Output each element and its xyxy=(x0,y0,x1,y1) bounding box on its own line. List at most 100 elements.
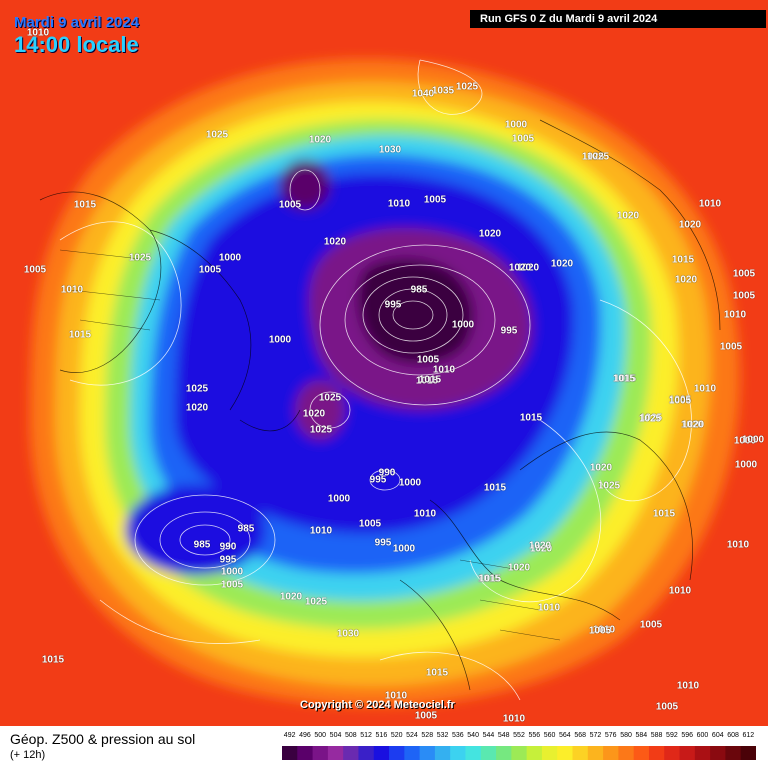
pressure-label: 1005 xyxy=(588,625,612,637)
colorbar-swatch xyxy=(404,746,421,760)
pressure-label: 1010 xyxy=(592,624,616,636)
colorbar xyxy=(282,746,756,760)
pressure-label: 1020 xyxy=(616,210,640,222)
colorbar-swatch xyxy=(694,746,711,760)
pressure-label: 1015 xyxy=(425,667,449,679)
borders xyxy=(59,249,561,641)
pressure-label: 1020 xyxy=(302,408,326,420)
pressure-label: 1005 xyxy=(358,518,382,530)
pressure-label: 1020 xyxy=(508,262,532,274)
colorbar-tick-label: 576 xyxy=(604,732,617,739)
colorbar-swatch xyxy=(312,746,329,760)
pressure-label: 1005 xyxy=(423,194,447,206)
pressure-label: 1010 xyxy=(726,539,750,551)
pressure-label: 1020 xyxy=(528,540,552,552)
pressure-label: 1015 xyxy=(41,654,65,666)
colorbar-swatch xyxy=(541,746,558,760)
colorbar-swatch xyxy=(633,746,650,760)
pressure-label: 990 xyxy=(378,467,396,479)
pressure-label: 1020 xyxy=(681,419,705,431)
colorbar-swatch xyxy=(373,746,390,760)
pressure-label: 1025 xyxy=(304,596,328,608)
colorbar-tick-label: 520 xyxy=(390,732,403,739)
colorbar-swatch xyxy=(526,746,543,760)
pressure-label: 1020 xyxy=(185,402,209,414)
pressure-label: 985 xyxy=(237,523,255,535)
colorbar-tick-label: 508 xyxy=(344,732,357,739)
pressure-label: 1015 xyxy=(73,199,97,211)
pressure-label: 1035 xyxy=(431,85,455,97)
colorbar-tick-label: 540 xyxy=(467,732,479,739)
colorbar-swatch xyxy=(664,746,681,760)
pressure-label: 1005 xyxy=(732,290,756,302)
legend-subtitle: (+ 12h) xyxy=(10,749,46,761)
pressure-label: 1020 xyxy=(674,274,698,286)
forecast-date: Mardi 9 avril 2024 xyxy=(14,14,140,31)
colorbar-swatch xyxy=(557,746,574,760)
colorbar-tick-label: 612 xyxy=(742,732,755,739)
pressure-label: 1010 xyxy=(676,680,700,692)
pressure-label: 1000 xyxy=(741,434,765,446)
pressure-label: 1020 xyxy=(516,262,540,274)
colorbar-swatch xyxy=(618,746,635,760)
pressure-label: 1025 xyxy=(639,412,663,424)
pressure-label: 1010 xyxy=(413,508,437,520)
colorbar-swatch xyxy=(358,746,375,760)
pressure-label: 1025 xyxy=(309,424,333,436)
height-contours xyxy=(30,58,740,706)
pressure-label: 1010 xyxy=(26,27,50,39)
colorbar-tick-label: 584 xyxy=(635,732,648,739)
pressure-label: 1020 xyxy=(507,562,531,574)
pressure-label: 1020 xyxy=(323,236,347,248)
pressure-label: 1020 xyxy=(308,134,332,146)
colorbar-tick-label: 564 xyxy=(559,732,571,739)
pressure-label: 1010 xyxy=(668,585,692,597)
pressure-label: 1010 xyxy=(387,198,411,210)
pressure-label: 1000 xyxy=(451,319,475,331)
legend-title: Géop. Z500 & pression au sol xyxy=(10,731,196,747)
pressure-label: 1000 xyxy=(733,435,757,447)
geopotential-field xyxy=(0,0,768,726)
forecast-local-time: 14:00 locale xyxy=(14,32,139,57)
colorbar-swatch xyxy=(572,746,589,760)
colorbar-swatch xyxy=(465,746,482,760)
pressure-label: 995 xyxy=(384,299,402,311)
pressure-label: 1015 xyxy=(418,374,442,386)
pressure-label: 1030 xyxy=(336,628,360,640)
pressure-label: 1015 xyxy=(483,482,507,494)
colorbar-tick-label: 592 xyxy=(666,732,678,739)
pressure-label: 1010 xyxy=(723,309,747,321)
pressure-label: 1005 xyxy=(668,394,692,406)
colorbar-tick-label: 572 xyxy=(589,732,602,739)
pressure-label: 1010 xyxy=(60,284,84,296)
colorbar-tick-label: 604 xyxy=(711,732,724,739)
colorbar-tick-label: 524 xyxy=(406,732,418,739)
pressure-label: 1025 xyxy=(455,81,479,93)
pressure-label: 995 xyxy=(219,554,237,566)
pressure-label: 1005 xyxy=(198,264,222,276)
pressure-label: 1005 xyxy=(639,619,663,631)
colorbar-tick-label: 528 xyxy=(421,732,434,739)
colorbar-swatch xyxy=(297,746,314,760)
colorbar-swatch xyxy=(679,746,696,760)
pressure-label: 1015 xyxy=(671,254,695,266)
pressure-label: 1015 xyxy=(415,375,439,387)
pressure-label: 1000 xyxy=(504,119,528,131)
pressure-label: 1025 xyxy=(128,252,152,264)
pressure-label: 1005 xyxy=(511,133,535,145)
colorbar-tick-label: 492 xyxy=(283,732,296,739)
pressure-label: 1000 xyxy=(218,252,242,264)
pressure-label: 1015 xyxy=(478,573,502,585)
colorbar-tick-label: 600 xyxy=(696,732,709,739)
pressure-label: 1005 xyxy=(278,199,302,211)
colorbar-tick-label: 560 xyxy=(543,732,556,739)
colorbar-tick-label: 548 xyxy=(497,732,510,739)
colorbar-swatch xyxy=(282,746,298,760)
pressure-label: 1000 xyxy=(392,543,416,555)
colorbar-tick-label: 504 xyxy=(329,732,342,739)
colorbar-tick-label: 532 xyxy=(436,732,449,739)
pressure-label: 1020 xyxy=(589,462,613,474)
colorbar-tick-label: 516 xyxy=(375,732,388,739)
colorbar-swatch xyxy=(343,746,359,760)
colorbar-tick-label: 556 xyxy=(528,732,541,739)
